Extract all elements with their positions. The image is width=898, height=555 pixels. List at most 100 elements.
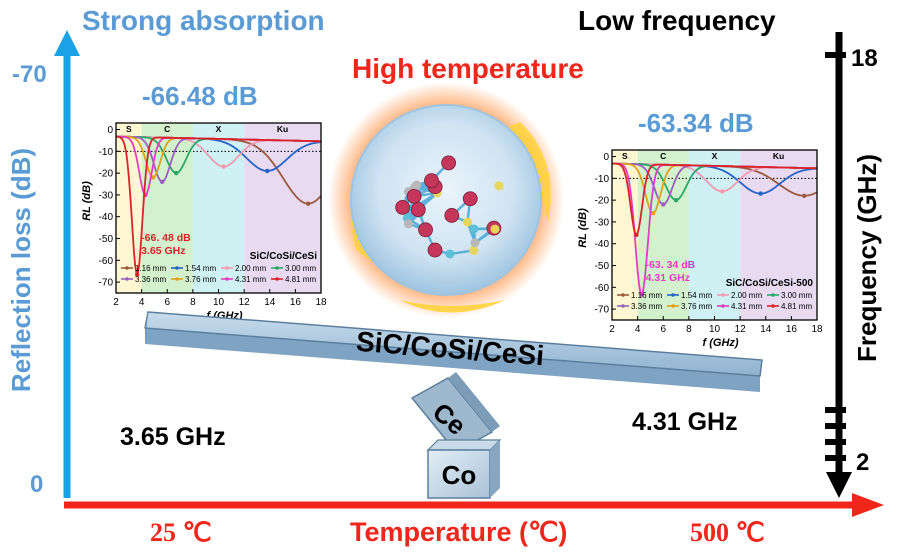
legend-marker — [771, 293, 775, 297]
right-frequency-label: 4.31 GHz — [632, 408, 738, 436]
headline-value: -63.34 dB — [638, 108, 754, 138]
y-tick-label: -30 — [99, 190, 114, 201]
x-axis-label: f (GHz) — [703, 337, 739, 349]
network-atom — [418, 222, 433, 238]
network-atom — [462, 191, 478, 207]
y-tick-label: -50 — [99, 234, 114, 245]
legend-entry: 4.81 mm — [781, 302, 812, 311]
peak-point — [661, 202, 666, 207]
network-atom — [412, 180, 422, 190]
network-atom — [462, 217, 472, 227]
x-tick-label: 6 — [164, 297, 170, 308]
rl-top-tick: -70 — [12, 61, 47, 88]
y-tick-label: -40 — [99, 212, 114, 223]
freq-bottom-tick: 2 — [856, 449, 869, 476]
legend-marker — [125, 277, 129, 281]
y-tick-label: 0 — [603, 152, 609, 163]
legend-marker — [125, 266, 129, 270]
temp-left-label: 25 ℃ — [150, 518, 212, 547]
x-tick-label: 18 — [315, 297, 327, 308]
freq-top-tick: 18 — [851, 45, 878, 72]
y-tick-label: 0 — [107, 125, 113, 136]
series-line — [611, 162, 817, 237]
legend-title: SiC/CoSi/CeSi-500 — [726, 278, 814, 289]
legend-marker — [721, 304, 725, 308]
peak-annotation: -63. 34 dB — [646, 259, 696, 271]
network-atom — [494, 181, 504, 191]
x-tick-label: 2 — [113, 297, 119, 308]
ce-block: Ce — [410, 372, 500, 453]
network-atom — [470, 238, 480, 248]
peak-point — [159, 179, 165, 185]
y-tick-label: -10 — [595, 174, 610, 185]
frequency-axis: 18 2 Frequency (GHz) Low frequency — [578, 5, 882, 498]
legend-entry: 3.36 mm — [631, 302, 662, 311]
x-tick-label: 10 — [213, 297, 225, 308]
series-line — [115, 135, 321, 275]
x-tick-label: 10 — [709, 324, 721, 335]
legend-entry: 3.00 mm — [285, 264, 316, 273]
y-tick-label: -70 — [595, 305, 610, 316]
peak-annotation: 3.65 GHz — [141, 245, 185, 257]
axis-arrow-down-icon — [826, 472, 852, 498]
legend-entry: 2.00 mm — [731, 291, 762, 300]
network-atom — [406, 188, 422, 204]
y-tick-label: -10 — [99, 147, 114, 158]
peak-point — [634, 232, 639, 238]
legend-entry: 4.31 mm — [731, 302, 762, 311]
legend-entry: 3.00 mm — [781, 291, 812, 300]
reflection-loss-axis: Reflection loss (dB) -70 0 Strong absorp… — [6, 5, 325, 498]
y-axis-label: RL (dB) — [577, 208, 589, 248]
peak-point — [639, 292, 644, 297]
band-label: Ku — [773, 151, 784, 161]
x-tick-label: 8 — [190, 297, 196, 308]
legend-entry: 1.54 mm — [185, 264, 216, 273]
band-label: C — [164, 124, 170, 134]
legend-marker — [225, 266, 229, 270]
band-label: C — [660, 151, 666, 161]
x-tick-label: 4 — [635, 324, 641, 335]
low-frequency-label: Low frequency — [578, 5, 776, 36]
band-label: X — [216, 124, 222, 134]
axis-arrow-up-icon — [54, 30, 80, 56]
legend-entry: 1.16 mm — [631, 291, 662, 300]
peak-point — [801, 193, 807, 198]
x-tick-label: 16 — [290, 297, 302, 308]
legend-entry: 3.76 mm — [681, 302, 712, 311]
legend-marker — [671, 304, 675, 308]
network-atom — [445, 249, 455, 259]
strong-absorption-label: Strong absorption — [82, 5, 325, 36]
y-tick-label: -20 — [595, 196, 610, 207]
network-atom — [410, 202, 426, 218]
peak-point — [758, 191, 763, 196]
reflection-loss-label: Reflection loss (dB) — [6, 148, 36, 392]
peak-annotation: 4.31 GHz — [646, 272, 690, 284]
legend-marker — [175, 277, 179, 281]
y-tick-label: -50 — [595, 261, 610, 272]
legend-entry: 4.31 mm — [235, 275, 266, 284]
x-tick-label: 6 — [660, 324, 666, 335]
high-temperature-label: High temperature — [352, 53, 584, 84]
legend-marker — [225, 277, 229, 281]
peak-annotation: -66. 48 dB — [141, 232, 191, 244]
headline-value: -66.48 dB — [142, 81, 258, 111]
co-block: Co — [426, 439, 502, 499]
y-tick-label: -70 — [99, 278, 114, 289]
legend-marker — [721, 293, 725, 297]
peak-point — [650, 211, 656, 216]
rl-bottom-tick: 0 — [30, 471, 43, 498]
peak-point — [134, 272, 140, 277]
network-atom — [427, 242, 443, 258]
network-atom — [424, 173, 439, 189]
network-atom — [469, 224, 479, 234]
temperature-label: Temperature (℃) — [350, 517, 567, 547]
peak-point — [719, 189, 725, 194]
hot-sphere-illustration — [328, 82, 564, 318]
legend-entry: 4.81 mm — [285, 275, 316, 284]
temp-right-label: 500 ℃ — [690, 518, 765, 547]
y-axis-label: RL (dB) — [81, 181, 93, 221]
x-tick-label: 14 — [760, 324, 772, 335]
network-atom — [469, 245, 479, 255]
network-atom — [444, 208, 460, 223]
x-tick-label: 12 — [735, 324, 747, 335]
